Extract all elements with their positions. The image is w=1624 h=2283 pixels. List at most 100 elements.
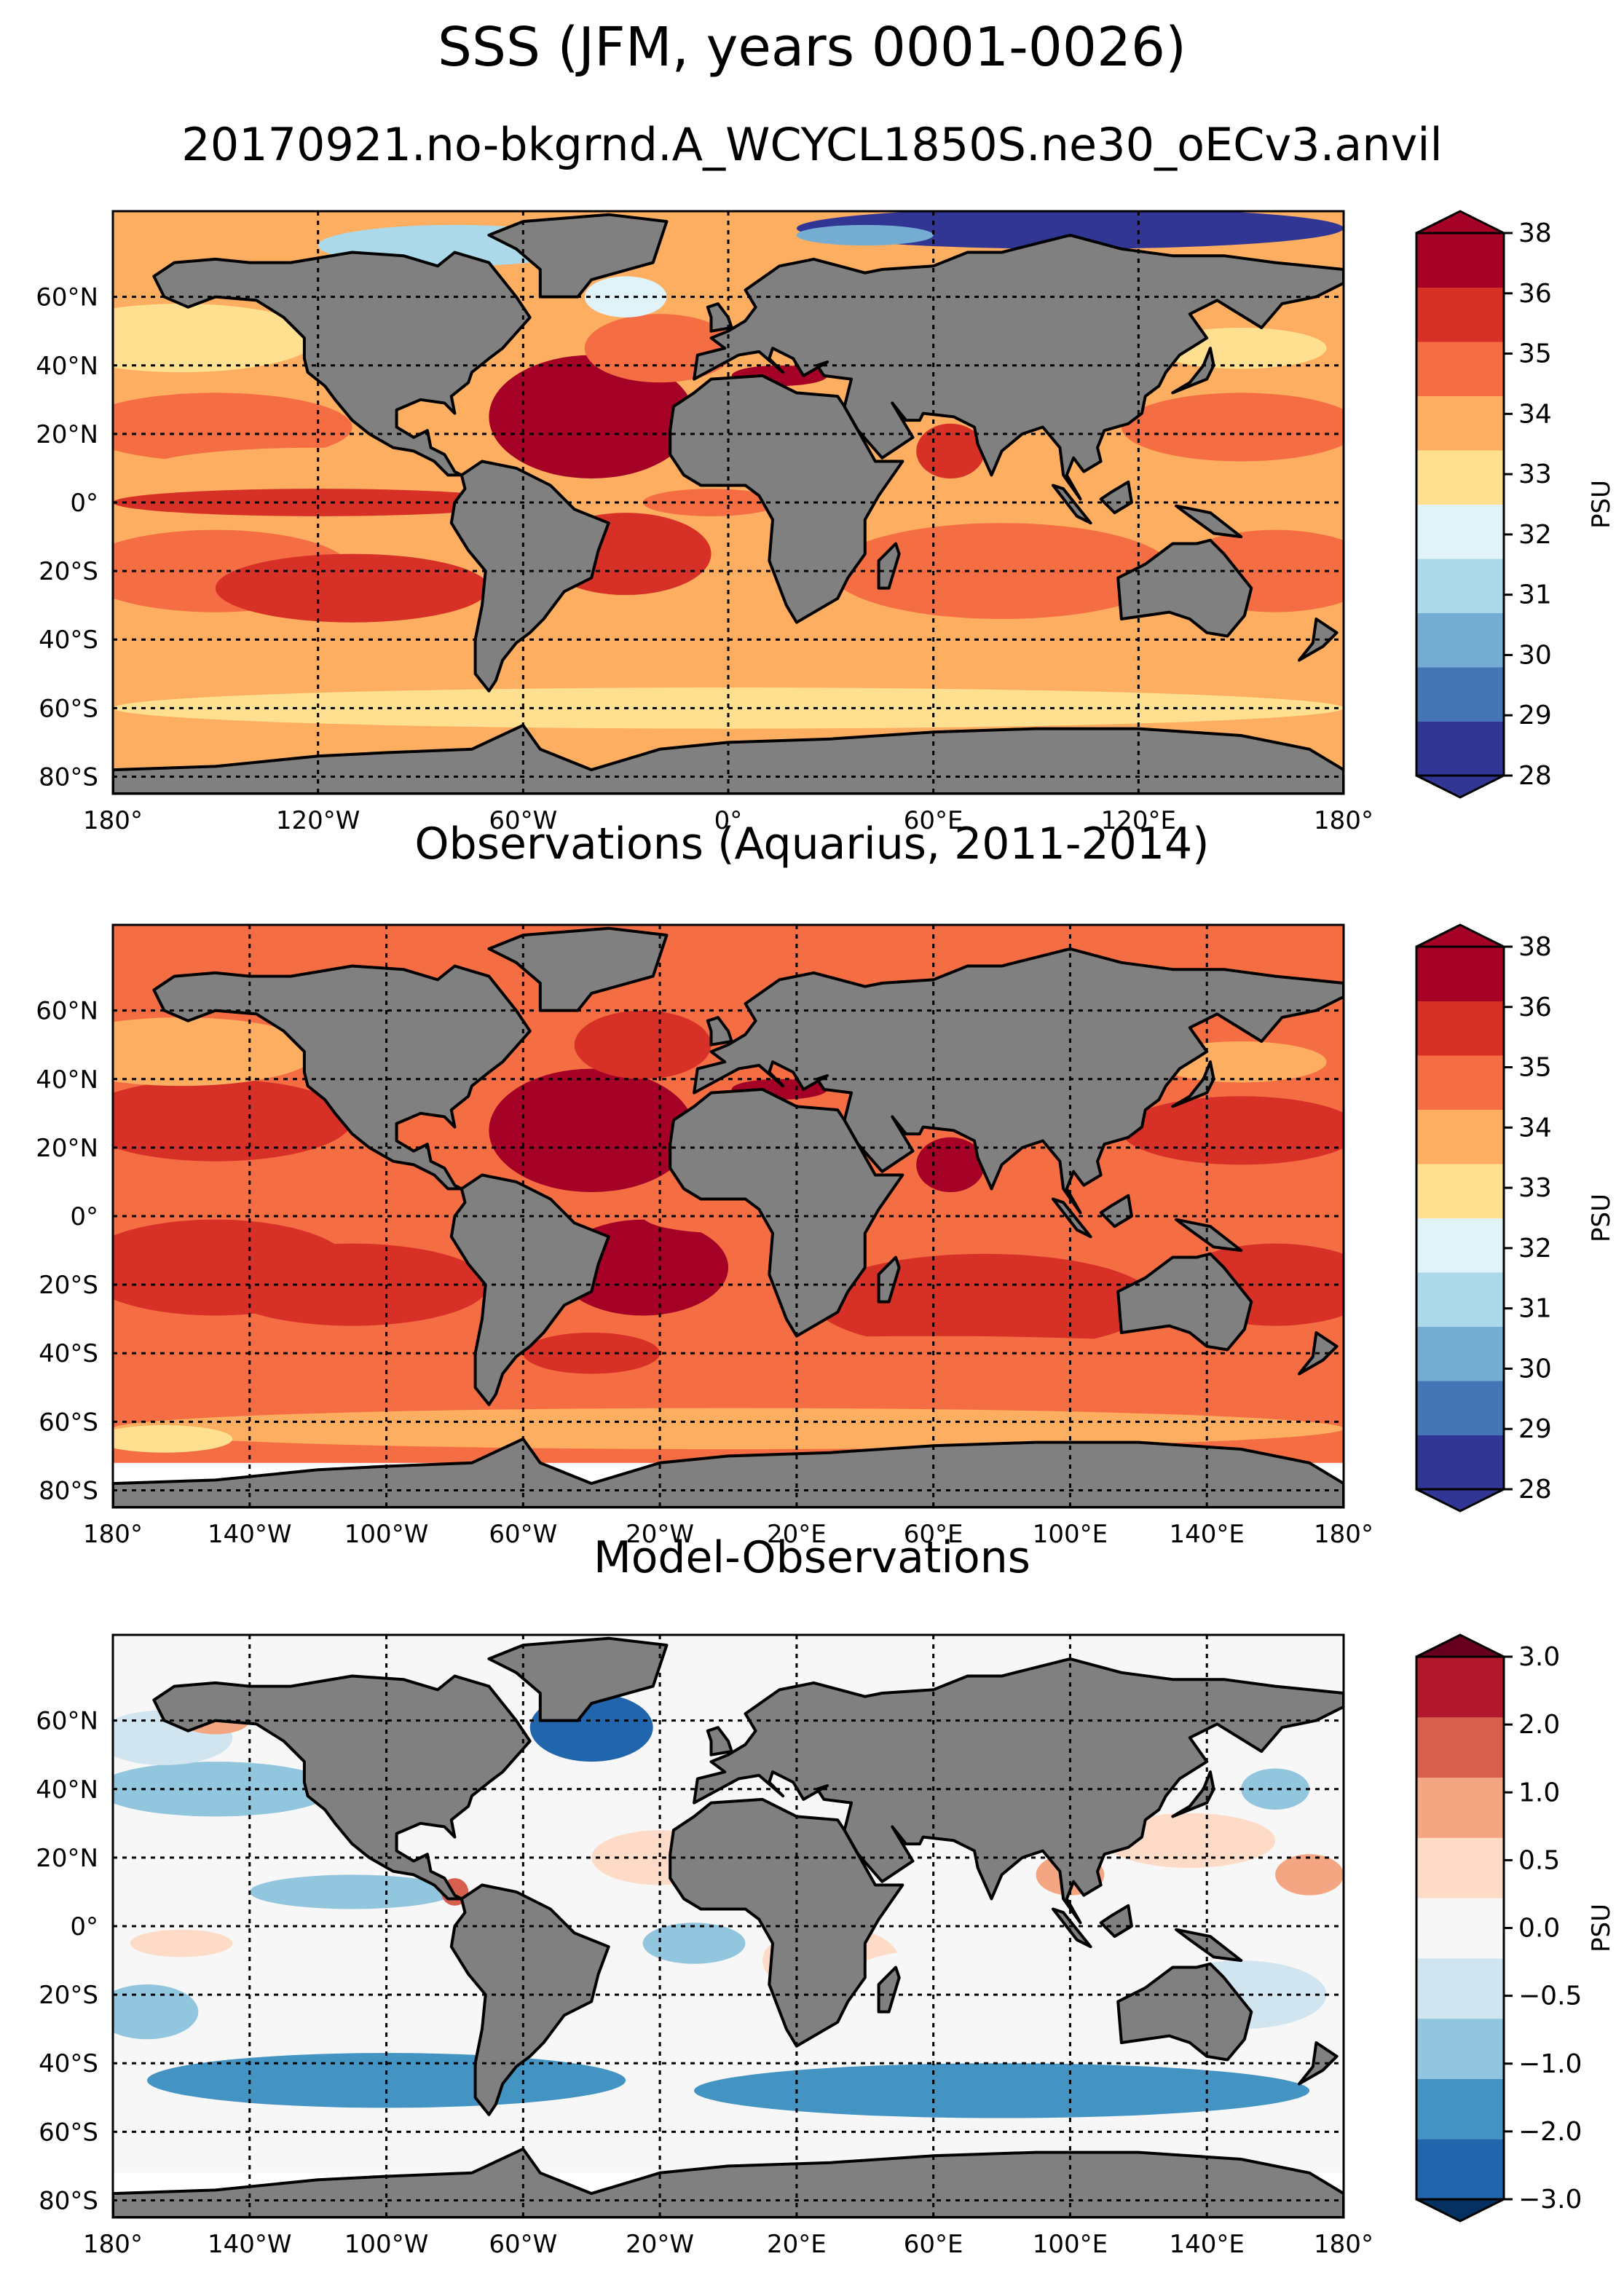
colorbar-label: PSU (1587, 1194, 1616, 1242)
land-greenland (487, 926, 669, 1012)
colorbar-segment (1416, 1837, 1504, 1898)
salinity-region (489, 355, 695, 479)
colorbar-tick-label: 0.5 (1518, 1845, 1560, 1875)
salinity-region (796, 224, 934, 246)
map-field (113, 1635, 1344, 2217)
colorbar-segment (1416, 1898, 1504, 1959)
lat-tick-label: 60°N (36, 997, 98, 1026)
salinity-region (113, 1079, 352, 1162)
lon-tick-label: 20°W (626, 2230, 694, 2259)
land-greenland (487, 213, 669, 299)
salinity-region (113, 304, 318, 373)
lon-tick-label: 60°W (489, 1520, 557, 1549)
colorbar-tick-label: 30 (1518, 1354, 1552, 1384)
colorbar-tick-label: 38 (1518, 218, 1552, 248)
land-newguinea (1175, 1928, 1243, 1963)
lat-tick-label: 20°S (39, 1271, 98, 1300)
colorbar-tick-label: 29 (1518, 701, 1552, 730)
lat-tick-label: 20°N (36, 1844, 98, 1873)
salinity-region (916, 423, 985, 479)
land-japan (1171, 347, 1215, 395)
land-sumatra (1052, 484, 1092, 525)
colorbar-segment (1416, 1109, 1504, 1164)
colorbar-segment (1416, 1164, 1504, 1218)
land-africa (669, 374, 904, 624)
map-field (113, 211, 1344, 794)
map-frame (111, 210, 1345, 795)
colorbar-segment (1416, 612, 1504, 668)
land-greenland (487, 1636, 669, 1722)
colorbar-segment (1416, 1957, 1504, 2019)
land-borneo (1099, 1904, 1133, 1939)
salinity-region (113, 629, 661, 685)
colorbar-segment (1416, 342, 1504, 396)
lat-tick-label: 0° (70, 1912, 98, 1941)
colorbar-segment (1416, 1326, 1504, 1381)
colorbar-segment (1416, 2018, 1504, 2079)
lon-tick-label: 100°E (1033, 2230, 1108, 2259)
lat-tick-label: 60°S (39, 1408, 98, 1437)
land-antarctica (113, 2147, 1344, 2217)
colorbar-tick-label: −1.0 (1518, 2049, 1582, 2079)
lat-tick-label: 0° (70, 489, 98, 518)
colorbar-tick-label: 2.0 (1518, 1710, 1560, 1740)
lat-tick-label: 40°S (39, 1339, 98, 1368)
salinity-region (113, 1408, 1344, 1449)
diff-panel-title: Model-Observations (593, 1532, 1031, 1583)
colorbar-extend-max (1416, 1633, 1505, 1658)
lat-tick-label: 60°N (36, 283, 98, 312)
colorbar-label: PSU (1587, 480, 1616, 529)
salinity-region (797, 211, 1344, 249)
lat-tick-label: 40°S (39, 626, 98, 655)
land-northAmerica (152, 964, 532, 1191)
colorbar-tick-label: 30 (1518, 640, 1552, 670)
salinity-region (694, 2063, 1310, 2118)
land-africa (669, 1797, 904, 2048)
land-eurasia (693, 233, 1344, 501)
salinity-region (489, 1068, 695, 1193)
lon-tick-label: 180° (83, 806, 143, 835)
colorbar-segment (1416, 1716, 1504, 1778)
land-australia (1116, 1252, 1253, 1352)
land-antarctica (113, 723, 1344, 794)
colorbar-segment (1416, 559, 1504, 613)
colorbar-tick-label: −2.0 (1518, 2117, 1582, 2147)
colorbar-segment (1416, 721, 1504, 776)
colorbar-tick-label: 28 (1518, 761, 1552, 791)
colorbar-tick-label: −0.5 (1518, 1982, 1582, 2011)
colorbar-extend-min (1416, 2198, 1505, 2223)
colorbar-tick-label: 32 (1518, 1234, 1552, 1263)
colorbar-tick-label: 34 (1518, 1113, 1552, 1143)
colorbar-tick-label: 3.0 (1518, 1642, 1560, 1672)
lon-tick-label: 60°W (489, 2230, 557, 2259)
colorbar-label: PSU (1587, 1904, 1616, 1952)
land-antarctica (113, 1437, 1344, 1507)
lon-tick-label: 20°E (767, 2230, 827, 2259)
map-frame (111, 1633, 1345, 2219)
colorbar-tick-label: 28 (1518, 1475, 1552, 1505)
colorbar-segment (1416, 395, 1504, 451)
obs-panel-title: Observations (Aquarius, 2011-2014) (414, 819, 1210, 870)
land-uk (706, 302, 733, 333)
land-madagascar (877, 542, 901, 590)
land-uk (706, 1726, 733, 1756)
salinity-region (830, 523, 1173, 620)
colorbar-segment (1416, 947, 1504, 1001)
lon-tick-label: 100°W (344, 2230, 429, 2259)
land-africa (669, 1087, 904, 1338)
lon-tick-label: 140°E (1170, 1520, 1245, 1549)
salinity-region (1121, 393, 1344, 462)
lon-tick-label: 140°E (1170, 2230, 1245, 2259)
salinity-region (113, 1762, 336, 1817)
lat-tick-label: 20°N (36, 420, 98, 449)
colorbar-tick-label: 36 (1518, 279, 1552, 309)
lon-tick-label: 180° (1314, 1520, 1373, 1549)
lat-tick-label: 60°S (39, 694, 98, 723)
colorbar-tick-label: 0.0 (1518, 1914, 1560, 1944)
map-field (113, 925, 1344, 1507)
colorbar-tick-label: −3.0 (1518, 2185, 1582, 2215)
colorbar-segment (1416, 1381, 1504, 1435)
lon-tick-label: 60°E (904, 806, 963, 835)
lat-tick-label: 0° (70, 1202, 98, 1231)
